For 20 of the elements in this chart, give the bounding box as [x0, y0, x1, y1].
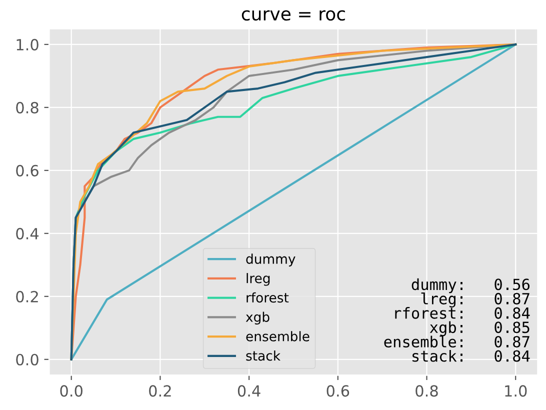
y-tick-label: 1.0 — [16, 38, 38, 50]
chart-title: curve = roc — [242, 10, 345, 21]
y-tick-label: 0.0 — [16, 354, 38, 366]
x-tick-label: 0.6 — [326, 385, 350, 397]
x-tick-label: 1.0 — [505, 385, 527, 397]
legend-label: xgb — [246, 312, 270, 325]
legend-label: lreg — [246, 273, 270, 286]
x-tick-label: 0.4 — [238, 385, 260, 397]
x-tick-label: 0.2 — [149, 385, 171, 397]
legend-label: stack — [246, 350, 280, 361]
x-tick-label: 0.8 — [416, 385, 438, 397]
y-tick-label: 0.8 — [16, 102, 38, 114]
legend-label: rforest — [246, 292, 289, 303]
annotation: dummy: 0.56 lreg: 0.87 rforest: 0.84 xgb: 0.85 ensemble: 0.87 stack: 0.84 — [384, 278, 530, 362]
y-tick-label: 0.6 — [16, 164, 38, 176]
legend-label: ensemble — [246, 331, 310, 342]
legend-label: dummy — [246, 254, 296, 266]
y-tick-label: 0.2 — [16, 290, 38, 302]
x-tick-label: 0.0 — [60, 385, 82, 397]
y-tick-label: 0.4 — [16, 228, 39, 240]
